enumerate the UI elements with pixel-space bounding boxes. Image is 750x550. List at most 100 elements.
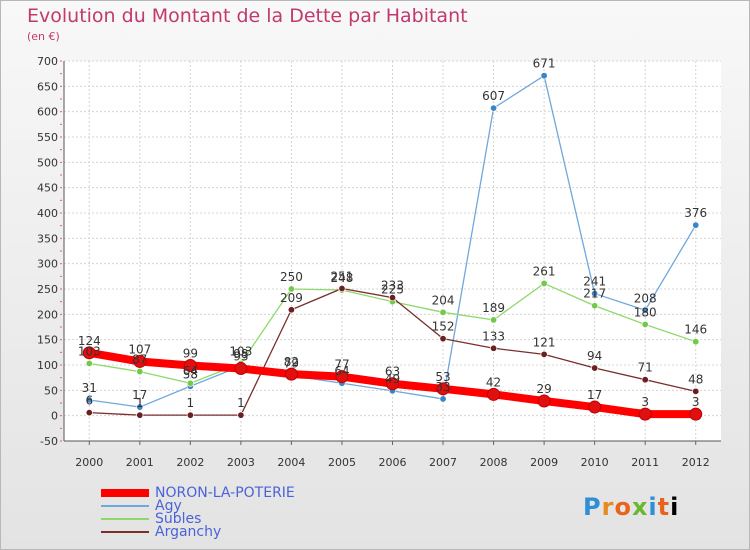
- data-label: 251: [331, 269, 354, 283]
- data-point: [335, 370, 349, 384]
- data-label: 607: [482, 89, 505, 103]
- x-tick-label: 2012: [682, 456, 710, 469]
- legend-swatch-subles: [101, 518, 149, 520]
- data-point: [186, 379, 194, 387]
- data-label: 17: [587, 388, 602, 402]
- data-label: 1: [187, 396, 195, 410]
- data-point: [638, 407, 652, 421]
- data-label: 671: [533, 57, 556, 71]
- data-point: [439, 395, 447, 403]
- proxiti-logo: Proxiti: [583, 493, 680, 521]
- data-label: 248: [331, 271, 354, 285]
- data-label: 189: [482, 301, 505, 315]
- data-label: 208: [634, 291, 657, 305]
- legend-swatch-noron: [101, 489, 149, 497]
- data-point: [490, 104, 498, 112]
- x-tick-label: 2010: [581, 456, 609, 469]
- chart-title: Evolution du Montant de la Dette par Hab…: [27, 5, 468, 27]
- data-point: [540, 350, 548, 358]
- legend-swatch-agy: [101, 505, 149, 507]
- data-point: [85, 359, 93, 367]
- data-label: 29: [536, 382, 551, 396]
- data-label: 87: [132, 353, 147, 367]
- data-point: [490, 344, 498, 352]
- data-label: 225: [381, 283, 404, 297]
- data-label: 250: [280, 270, 303, 284]
- y-tick-label: 200: [37, 308, 58, 321]
- x-tick-label: 2004: [277, 456, 305, 469]
- y-tick-label: 450: [37, 182, 58, 195]
- data-label: 209: [280, 291, 303, 305]
- data-point: [591, 302, 599, 310]
- data-point: [641, 306, 649, 314]
- x-tick-label: 2007: [429, 456, 457, 469]
- data-point: [388, 294, 396, 302]
- data-point: [82, 346, 96, 360]
- data-point: [237, 411, 245, 419]
- data-point: [689, 407, 703, 421]
- data-point: [591, 290, 599, 298]
- y-tick-label: 700: [37, 55, 58, 68]
- data-point: [540, 279, 548, 287]
- data-point: [136, 403, 144, 411]
- legend-label-noron: NORON-LA-POTERIE: [155, 485, 295, 501]
- data-label: 1: [237, 396, 245, 410]
- data-point: [490, 316, 498, 324]
- data-label: 217: [583, 287, 606, 301]
- legend-swatch-arganchy: [101, 531, 149, 533]
- data-label: 6: [85, 394, 93, 408]
- data-label: 103: [78, 344, 101, 358]
- y-tick-label: 300: [37, 258, 58, 271]
- data-label: 103: [229, 344, 252, 358]
- data-point: [85, 396, 93, 404]
- data-point: [540, 72, 548, 80]
- data-point: [588, 400, 602, 414]
- chart-unit: (en €): [27, 30, 60, 43]
- data-label: 63: [385, 365, 400, 379]
- data-label: 94: [587, 349, 602, 363]
- data-label: 121: [533, 335, 556, 349]
- data-point: [537, 394, 551, 408]
- data-point: [692, 221, 700, 229]
- data-label: 48: [688, 372, 703, 386]
- data-point: [136, 368, 144, 376]
- data-point: [641, 320, 649, 328]
- data-point: [439, 308, 447, 316]
- data-point: [133, 354, 147, 368]
- data-label: 146: [684, 323, 707, 337]
- data-label: 77: [334, 358, 349, 372]
- data-point: [234, 362, 248, 376]
- data-label: 64: [334, 364, 349, 378]
- y-tick-label: 500: [37, 156, 58, 169]
- data-point: [284, 367, 298, 381]
- y-tick-label: 400: [37, 207, 58, 220]
- data-label: 79: [284, 357, 299, 371]
- data-label: 58: [183, 367, 198, 381]
- data-label: 152: [432, 320, 455, 334]
- data-label: 93: [233, 350, 248, 364]
- legend-label-agy: Agy: [155, 498, 182, 514]
- data-label: 33: [435, 380, 450, 394]
- data-label: 49: [385, 372, 400, 386]
- data-label: 99: [183, 347, 198, 361]
- data-label: 3: [692, 395, 700, 409]
- x-tick-label: 2008: [480, 456, 508, 469]
- data-point: [591, 364, 599, 372]
- data-label: 204: [432, 293, 455, 307]
- x-tick-label: 2001: [126, 456, 154, 469]
- x-tick-label: 2011: [631, 456, 659, 469]
- data-label: 124: [78, 334, 101, 348]
- data-label: 98: [233, 347, 248, 361]
- data-label: 31: [82, 381, 97, 395]
- data-point: [487, 387, 501, 401]
- y-tick-label: 350: [37, 232, 58, 245]
- y-tick-label: 600: [37, 106, 58, 119]
- x-tick-label: 2005: [328, 456, 356, 469]
- data-label: 180: [634, 305, 657, 319]
- data-label: 64: [183, 364, 198, 378]
- data-label: 233: [381, 279, 404, 293]
- data-point: [136, 411, 144, 419]
- data-label: 53: [435, 370, 450, 384]
- data-label: 82: [284, 355, 299, 369]
